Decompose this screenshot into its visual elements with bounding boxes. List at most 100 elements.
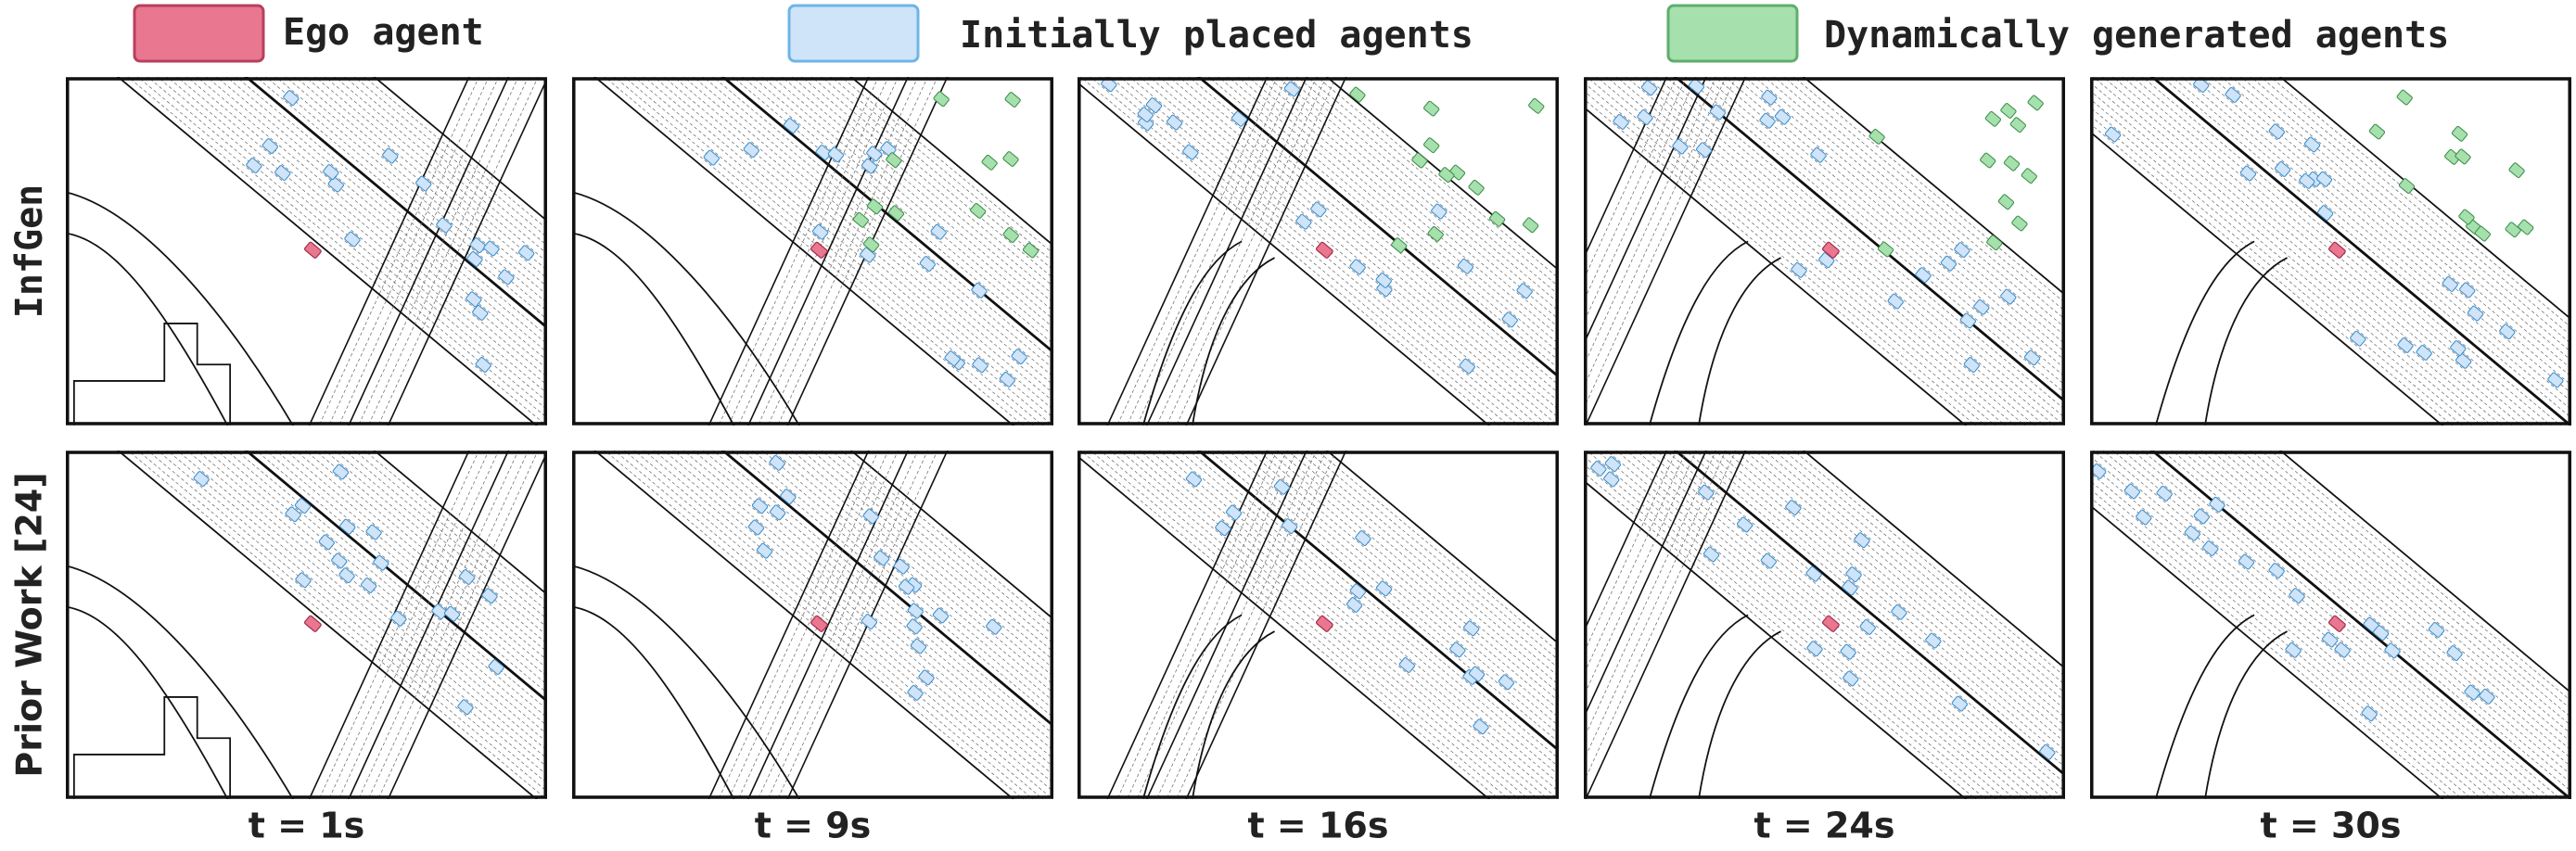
initial-agent <box>1640 80 1658 96</box>
initial-agent <box>1891 603 1907 620</box>
panel-frame <box>66 77 547 426</box>
initial-agent <box>1859 619 1876 635</box>
initial-agent <box>274 165 291 181</box>
generated-agent <box>2474 225 2491 242</box>
initial-agent <box>1590 460 1607 476</box>
initial-agent <box>1973 298 1990 315</box>
initial-agent <box>2499 324 2516 340</box>
panel-frame <box>1584 77 2065 426</box>
cross-road-edge <box>708 451 870 799</box>
generated-agent <box>2009 117 2026 133</box>
initial-agent <box>906 618 923 635</box>
cross-road-edge <box>1585 77 1747 426</box>
cross-road-edge <box>786 451 949 799</box>
road-edge <box>1325 77 1559 272</box>
initial-agent <box>2274 161 2291 177</box>
generated-agent <box>2458 209 2475 225</box>
generated-agent <box>2011 215 2028 232</box>
initial-agent <box>469 237 487 254</box>
initial-agent <box>1468 666 1486 682</box>
side-road <box>1141 614 1275 799</box>
cross-road-edge <box>348 451 510 799</box>
side-road <box>66 565 294 799</box>
ego-agent <box>810 241 828 259</box>
map-panel <box>2090 77 2571 426</box>
initial-agent <box>1459 358 1475 375</box>
initial-agent <box>703 149 720 166</box>
initial-agent <box>1231 110 1248 127</box>
generated-agent <box>862 236 880 253</box>
panel-frame <box>572 77 1053 426</box>
initial-agent <box>2303 136 2321 153</box>
initial-agent <box>283 90 300 106</box>
map-panel <box>66 77 547 426</box>
initial-agent <box>907 684 924 701</box>
cross-road-edge <box>1584 451 1707 719</box>
road-edge <box>1078 81 1491 426</box>
initial-agent <box>415 175 432 192</box>
initial-agent <box>2202 540 2219 556</box>
road-edge <box>721 77 1053 354</box>
initial-agent <box>971 282 988 298</box>
initial-agent <box>488 659 504 675</box>
initial-agent <box>1145 97 1163 114</box>
generated-agent <box>2368 123 2386 140</box>
initial-agent <box>1774 108 1792 125</box>
road-edge <box>1673 451 2065 777</box>
initial-agent <box>1449 641 1466 658</box>
cross-road-edge <box>746 451 910 799</box>
generated-agent <box>2451 125 2468 142</box>
initial-agent <box>1166 114 1183 131</box>
initial-agent <box>1959 312 1977 329</box>
initial-agent <box>932 607 950 624</box>
legend-swatch-initial <box>787 4 920 63</box>
initial-agent <box>475 357 491 373</box>
road-edge <box>117 77 538 426</box>
panel-frame <box>66 451 547 799</box>
legend-label: Dynamically generated agents <box>1824 14 2449 57</box>
generated-agent <box>970 203 987 219</box>
initial-agent <box>1283 81 1301 97</box>
ego-agent <box>810 615 828 632</box>
cross-road-edge <box>1584 77 1707 346</box>
generated-agent <box>1427 225 1444 242</box>
initial-agent <box>1940 255 1958 272</box>
initial-agent <box>1887 293 1904 310</box>
generated-agent <box>1002 227 1019 243</box>
ego-agent <box>303 615 322 632</box>
initial-agent <box>2225 86 2241 103</box>
road-edge <box>373 451 547 596</box>
initial-agent <box>2039 743 2056 760</box>
road-edge <box>373 77 547 222</box>
initial-agent <box>1637 109 1653 125</box>
initial-agent <box>1398 657 1416 673</box>
initial-agent <box>2136 509 2152 526</box>
generated-agent <box>2444 148 2461 165</box>
road-edge <box>721 451 1053 728</box>
initial-agent <box>1805 565 1822 582</box>
initial-agent <box>2268 563 2285 578</box>
generated-agent <box>1468 179 1485 196</box>
cross-road-edge <box>1145 77 1307 426</box>
side-road <box>66 191 294 426</box>
initial-agent <box>898 578 915 595</box>
generated-agent <box>1868 128 1885 145</box>
generated-agent <box>2505 222 2521 238</box>
initial-agent <box>769 504 786 521</box>
generated-agent <box>1523 217 1539 234</box>
generated-agent <box>1002 151 1019 167</box>
initial-agent <box>1695 142 1713 159</box>
generated-agent <box>887 205 905 222</box>
initial-agent <box>827 146 845 163</box>
initial-agent <box>1516 283 1533 299</box>
side-road <box>2154 614 2288 799</box>
initial-agent <box>751 498 769 514</box>
initial-agent <box>382 147 399 164</box>
initial-agent <box>1759 112 1776 129</box>
initial-agent <box>866 146 883 162</box>
initial-agent <box>2299 172 2315 189</box>
initial-agent <box>2384 642 2401 659</box>
panel-frame <box>1584 451 2065 799</box>
initial-agent <box>2239 165 2257 182</box>
